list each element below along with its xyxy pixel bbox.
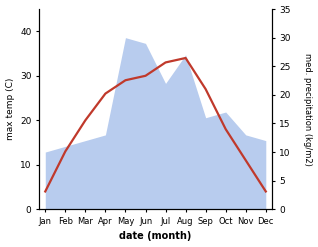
X-axis label: date (month): date (month) xyxy=(119,231,192,242)
Y-axis label: max temp (C): max temp (C) xyxy=(5,78,15,140)
Y-axis label: med. precipitation (kg/m2): med. precipitation (kg/m2) xyxy=(303,53,313,165)
